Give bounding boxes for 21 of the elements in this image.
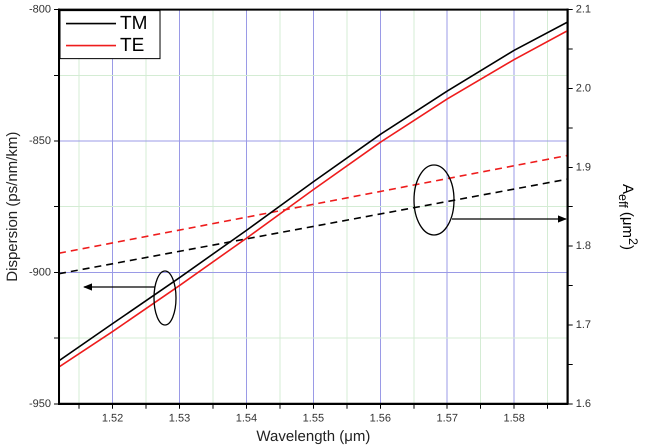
y-tick-label: -850 bbox=[28, 135, 52, 148]
x-tick-label: 1.56 bbox=[370, 412, 392, 424]
x-tick-label: 1.58 bbox=[503, 412, 525, 424]
x-tick-label: 1.57 bbox=[436, 412, 458, 424]
x-tick-label: 1.53 bbox=[168, 412, 190, 424]
y-axis-title: Dispersion (ps/nm/km) bbox=[4, 132, 22, 282]
x-axis-title: Wavelength (μm) bbox=[256, 428, 370, 446]
y2-tick-label: 1.9 bbox=[576, 161, 592, 174]
legend-label: TM bbox=[120, 12, 148, 34]
y2-tick-label: 1.7 bbox=[576, 318, 592, 331]
x-tick-label: 1.54 bbox=[236, 412, 258, 424]
y2-tick-label: 2.1 bbox=[576, 4, 592, 16]
x-tick-label: 1.55 bbox=[302, 412, 324, 424]
y-tick-label: -950 bbox=[28, 398, 52, 410]
legend-label: TE bbox=[120, 34, 144, 56]
x-tick-label: 1.52 bbox=[102, 412, 124, 424]
y2-tick-label: 1.6 bbox=[576, 398, 592, 410]
y2-tick-label: 2.0 bbox=[576, 82, 592, 94]
y-tick-label: -800 bbox=[28, 4, 52, 16]
y2-tick-label: 1.8 bbox=[576, 240, 592, 252]
y-tick-label: -900 bbox=[28, 266, 52, 278]
